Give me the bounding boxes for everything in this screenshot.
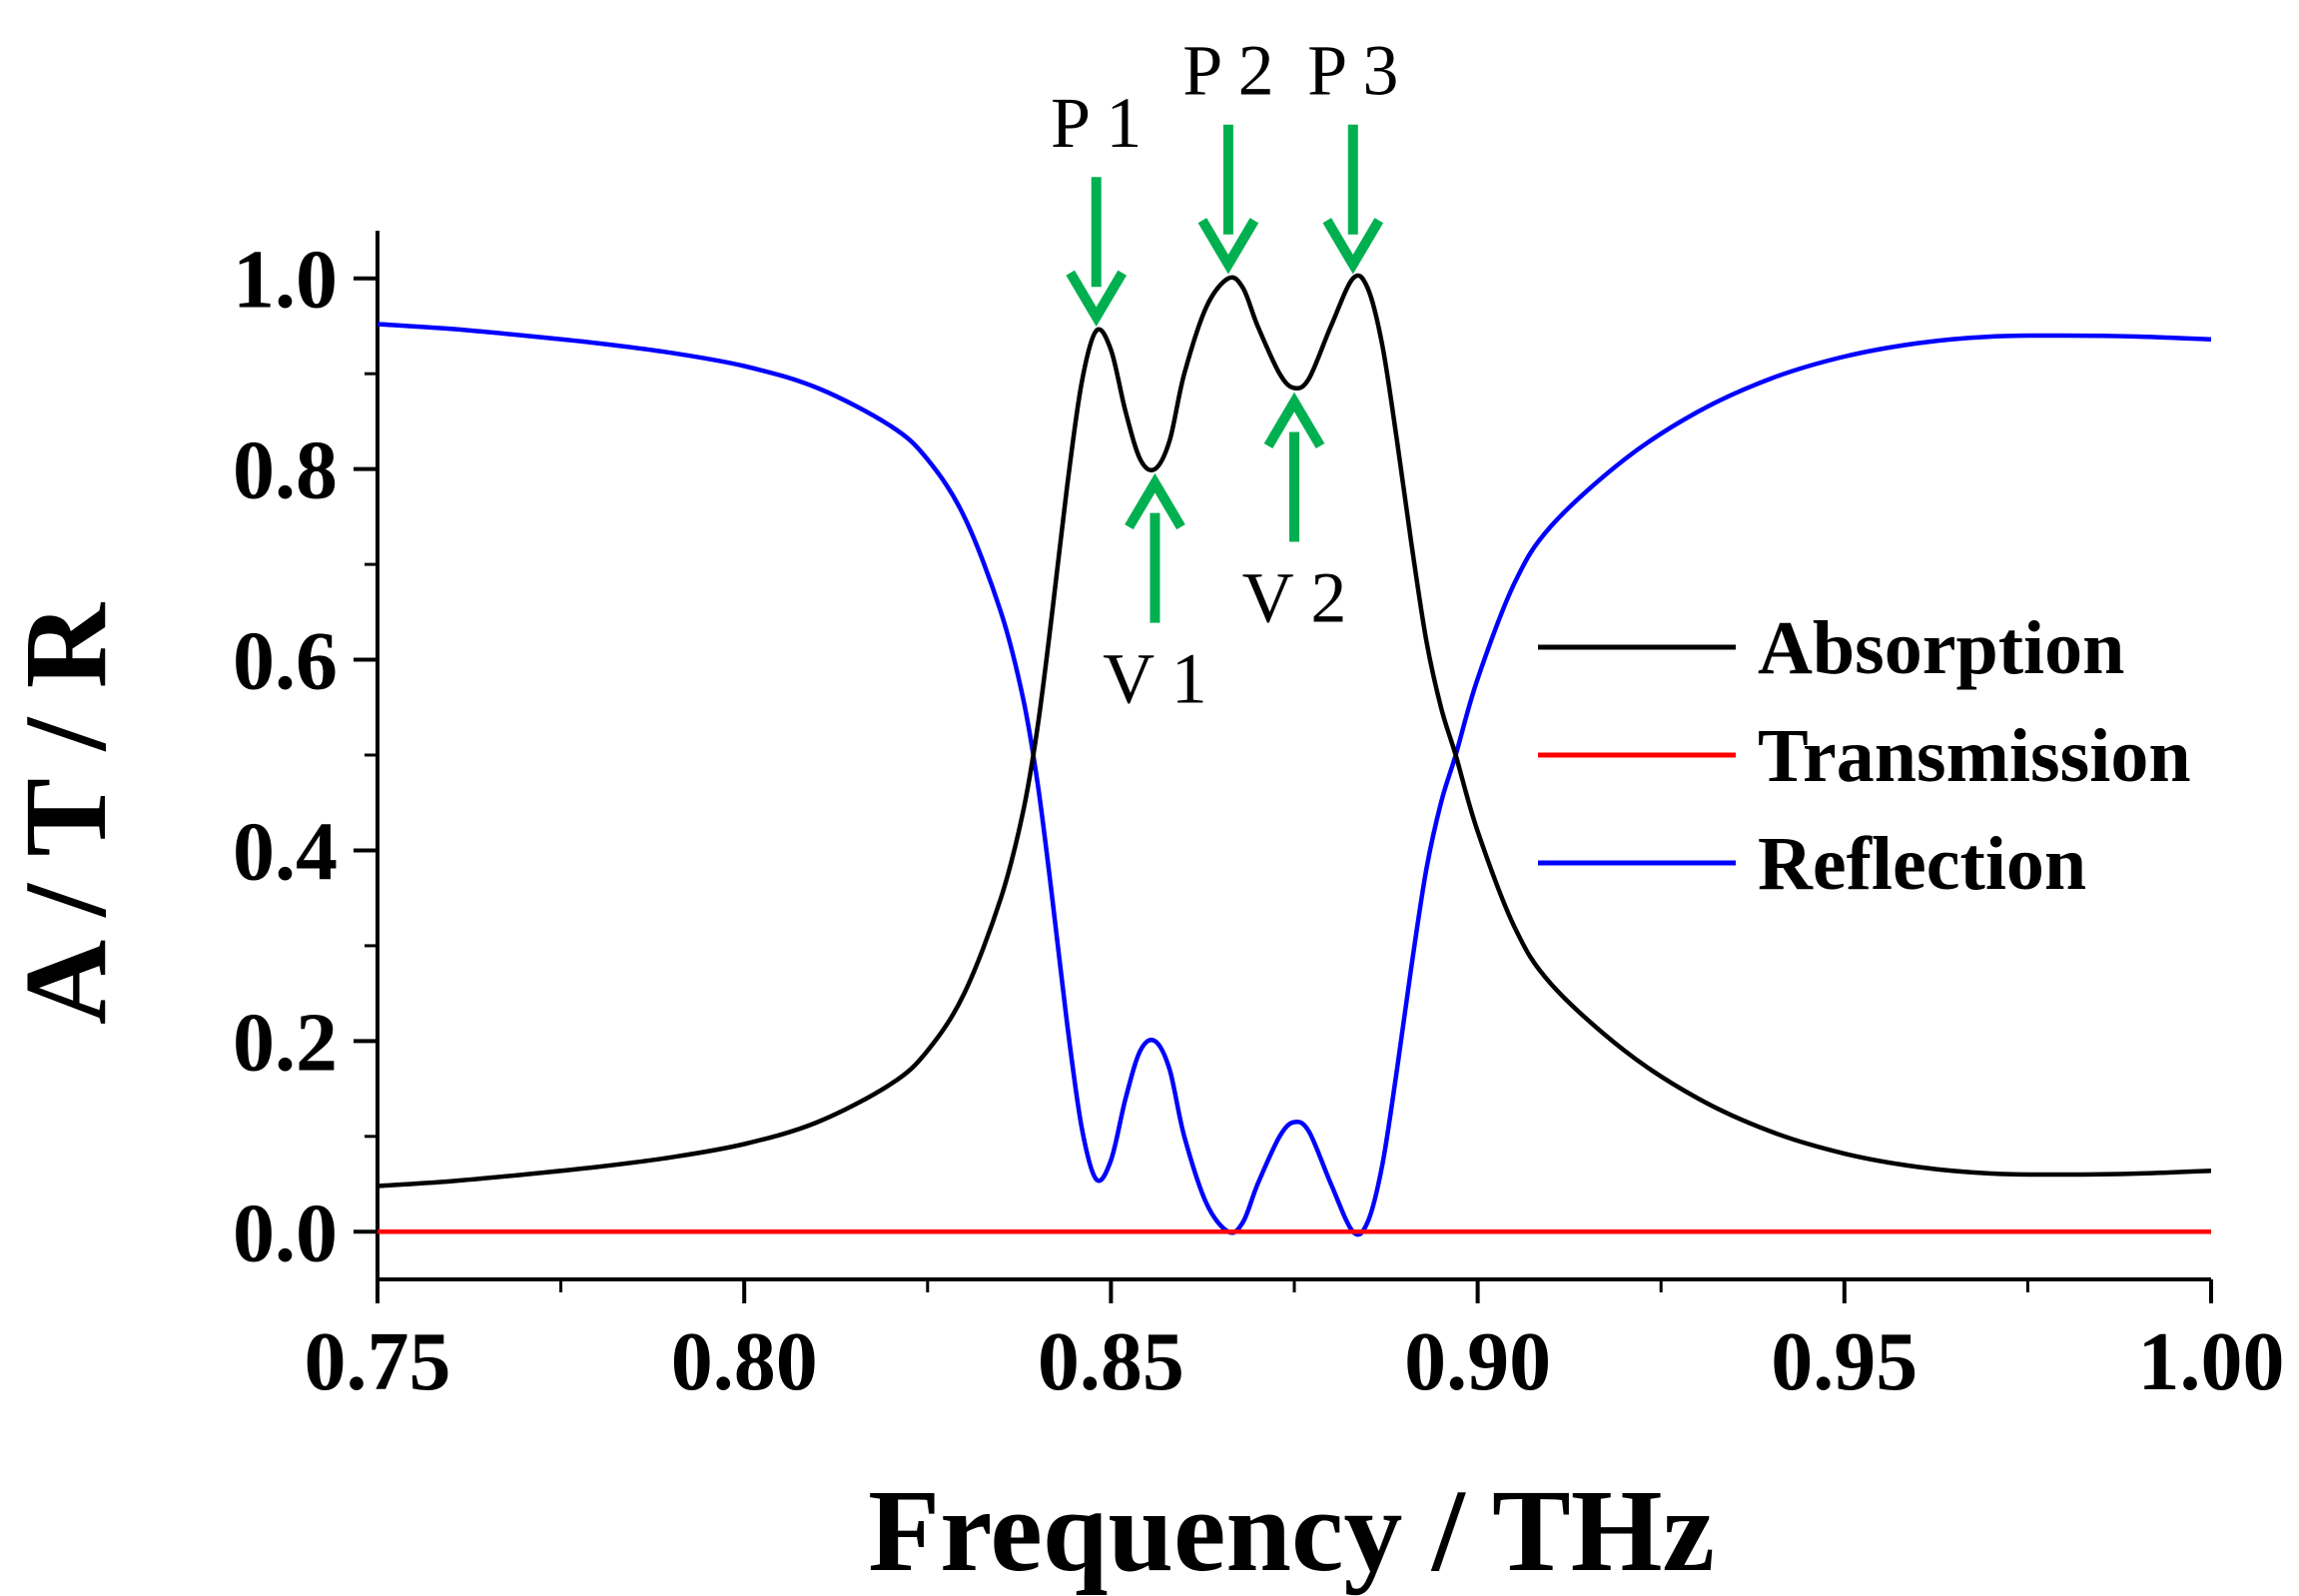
annotation-p3: P 3 (1307, 31, 1398, 275)
legend-item-transmission: Transmission (1538, 714, 2191, 798)
x-tick-label: 0.90 (1404, 1315, 1551, 1408)
annotation-layer: P 1 P 2 P 3 V 1 V 2 (1051, 31, 1398, 719)
series-line-reflection (377, 322, 2211, 1237)
legend-item-absorption: Absorption (1538, 606, 2124, 690)
y-tick-label: 1.0 (233, 234, 338, 327)
series-layer (377, 273, 2211, 1237)
series-line-absorption (377, 273, 2211, 1189)
axes: 0.75 0.80 0.85 0.90 0.95 1.00 0.0 0.2 0.4 0.6 0.8 1… (233, 231, 2285, 1408)
annotation-p2: P 2 (1182, 31, 1274, 275)
annotation-label: P 3 (1307, 31, 1398, 111)
x-tick-label: 0.95 (1771, 1315, 1917, 1408)
annotation-label: P 2 (1182, 31, 1273, 111)
y-tick-label: 0.8 (233, 424, 338, 517)
legend-label: Transmission (1758, 714, 2191, 798)
y-tick-label: 0.4 (233, 805, 338, 898)
annotation-arrow-head (1066, 270, 1128, 328)
annotation-arrow-head (1263, 392, 1325, 449)
annotation-v1: V 1 (1103, 472, 1207, 719)
annotation-v2: V 2 (1242, 392, 1347, 638)
legend-label: Reflection (1758, 822, 2086, 906)
annotation-arrow-head (1197, 218, 1259, 275)
y-tick-label: 0.0 (233, 1187, 338, 1279)
x-tick-label: 0.75 (305, 1315, 451, 1408)
legend-label: Absorption (1758, 606, 2124, 690)
annotation-label: P 1 (1051, 83, 1142, 163)
annotation-p1: P 1 (1051, 83, 1142, 328)
x-axis-title: Frequency / THz (868, 1465, 1715, 1596)
y-tick-label: 0.2 (233, 996, 338, 1089)
annotation-label: V 1 (1103, 639, 1207, 719)
x-tick-label: 0.85 (1038, 1315, 1184, 1408)
legend: Absorption Transmission Reflection (1538, 606, 2191, 906)
annotation-arrow-head (1322, 218, 1384, 275)
annotation-arrow-head (1125, 472, 1185, 530)
x-tick-label: 0.80 (671, 1315, 818, 1408)
legend-item-reflection: Reflection (1538, 822, 2086, 906)
y-tick-label: 0.6 (233, 615, 338, 708)
y-axis-title: A / T / R (0, 601, 131, 1025)
x-tick-label: 1.00 (2138, 1315, 2285, 1408)
annotation-label: V 2 (1242, 558, 1347, 638)
